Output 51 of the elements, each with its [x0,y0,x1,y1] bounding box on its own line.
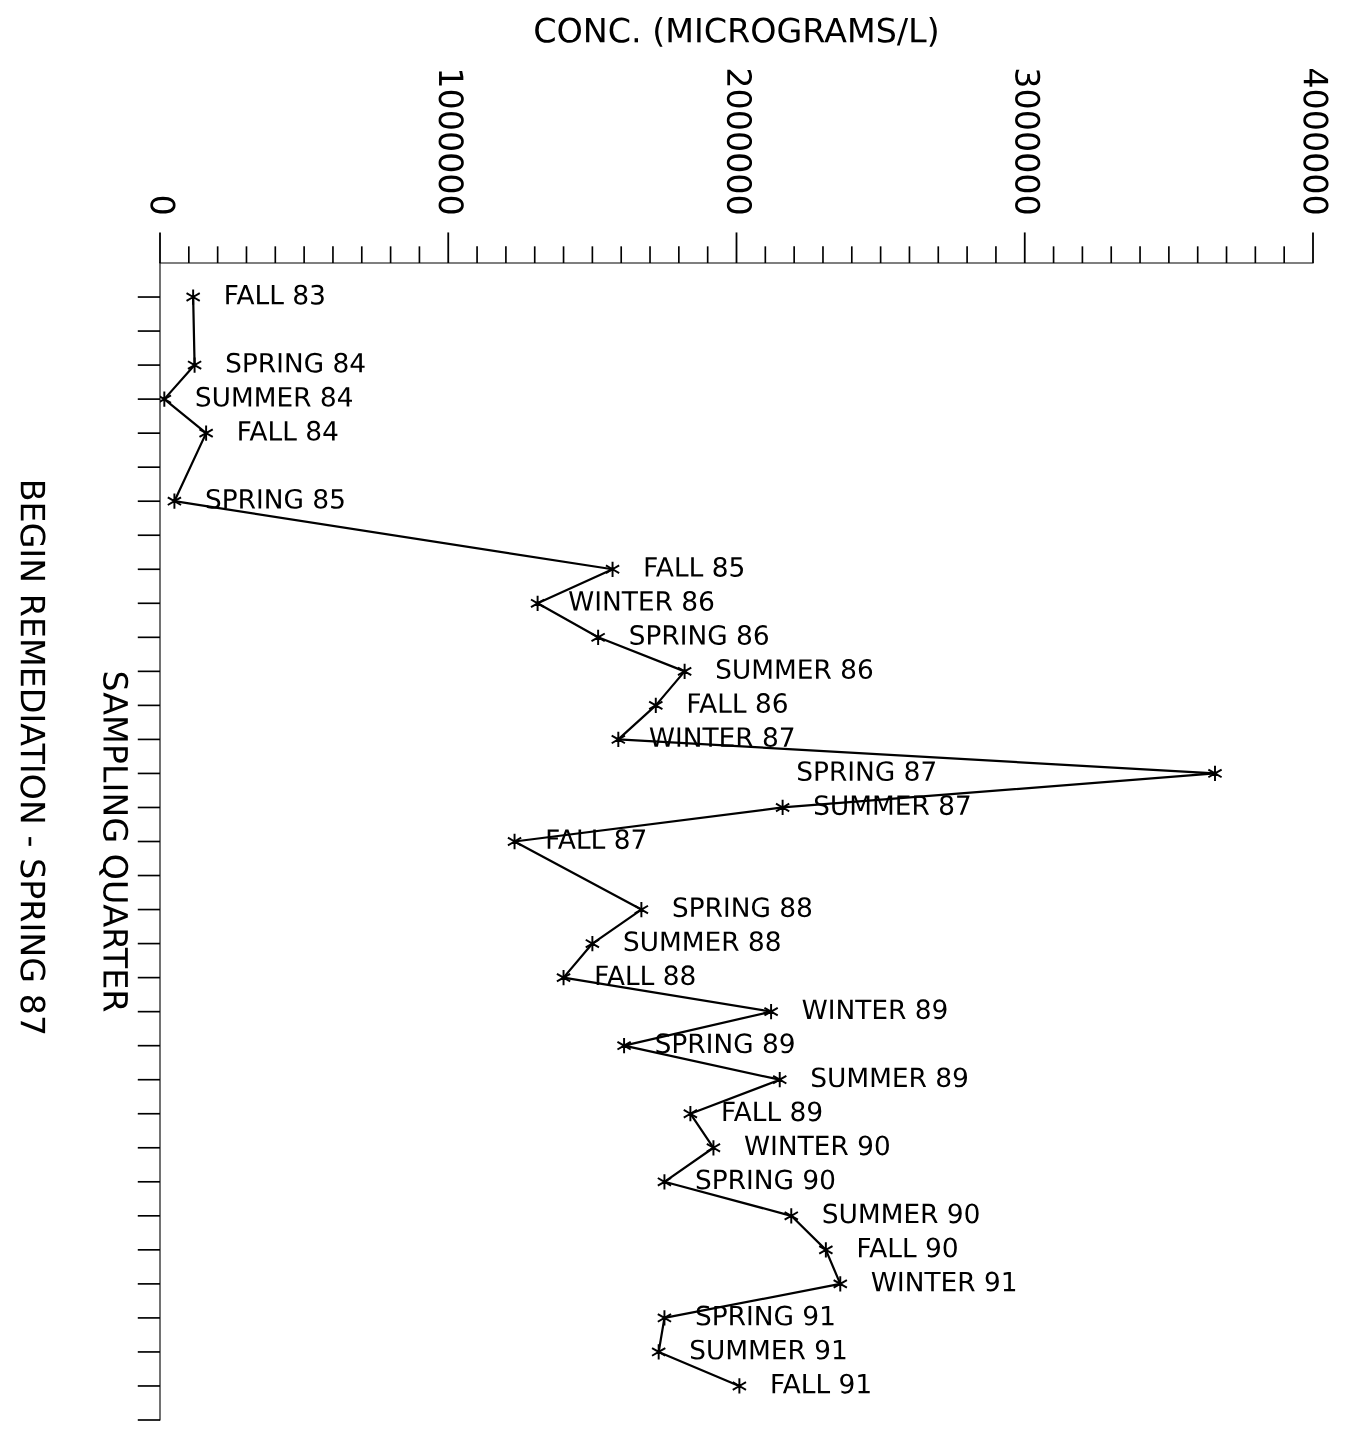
y-tick-label: WINTER 91 [871,1271,1016,1292]
y-tick-label: FALL 91 [772,1373,870,1394]
point [166,492,182,510]
point [1207,764,1223,783]
y-tick-label: SUMMER 86 [716,659,873,680]
y-tick-label: FALL 84 [239,420,338,441]
y-tick-label: FALL 87 [547,829,646,850]
text: BEGIN REMEDIATION - SPRING 87 [20,481,46,1034]
y-tick-label: SPRING 90 [696,1169,835,1190]
y-axis-title: SAMPLING QUARTER [99,672,129,1012]
point [604,560,621,578]
y-tick-label: SPRING 87 [798,761,935,782]
point [677,662,693,680]
y-tick-label: WINTER 86 [569,590,714,611]
y-tick-label: SUMMER 90 [823,1203,979,1224]
y-tick-label: WINTER 89 [802,999,947,1020]
x-tick-label: 0 [150,196,176,214]
y-tick-label: FALL 90 [859,1237,957,1258]
y-tick-label: SPRING 89 [656,1033,794,1054]
y-tick-label: FALL 83 [226,284,324,305]
y-tick-label: SPRING 91 [696,1305,834,1326]
point [185,288,201,306]
y-tick-label: SPRING 85 [206,488,344,509]
point [832,1275,848,1293]
y-tick-label: WINTER 90 [744,1135,889,1156]
y-tick-label: SUMMER 91 [690,1339,846,1360]
point [651,1343,667,1361]
point [187,356,203,374]
y-tick-label: SUMMER 89 [812,1067,968,1088]
x-tick-label: 1000000 [438,70,464,214]
y-tick-label: FALL 88 [596,965,695,986]
y-tick-label: FALL 86 [688,693,787,714]
y-tick-label: FALL 85 [645,556,743,577]
y-tick-label: SPRING 84 [226,352,365,373]
x-tick-label: 3000000 [1015,69,1041,214]
x-axis-title: CONC. (MICROGRAMS/L) [535,17,937,47]
x-tick-label: 2000000 [726,69,753,214]
point [530,594,546,612]
y-tick-label: SPRING 86 [630,625,768,645]
point [656,1309,673,1327]
point [772,1071,788,1089]
y-tick-label: SUMMER 88 [624,931,780,952]
point [584,934,600,953]
y-tick-label: SUMMER 84 [196,386,352,407]
y-tick-label: SPRING 88 [673,897,812,918]
point [705,1139,722,1157]
point [610,730,626,749]
y-tick-label: FALL 89 [723,1101,822,1122]
point [731,1377,747,1395]
x-tick-label: 4000000 [1303,68,1329,214]
point [763,1003,779,1021]
